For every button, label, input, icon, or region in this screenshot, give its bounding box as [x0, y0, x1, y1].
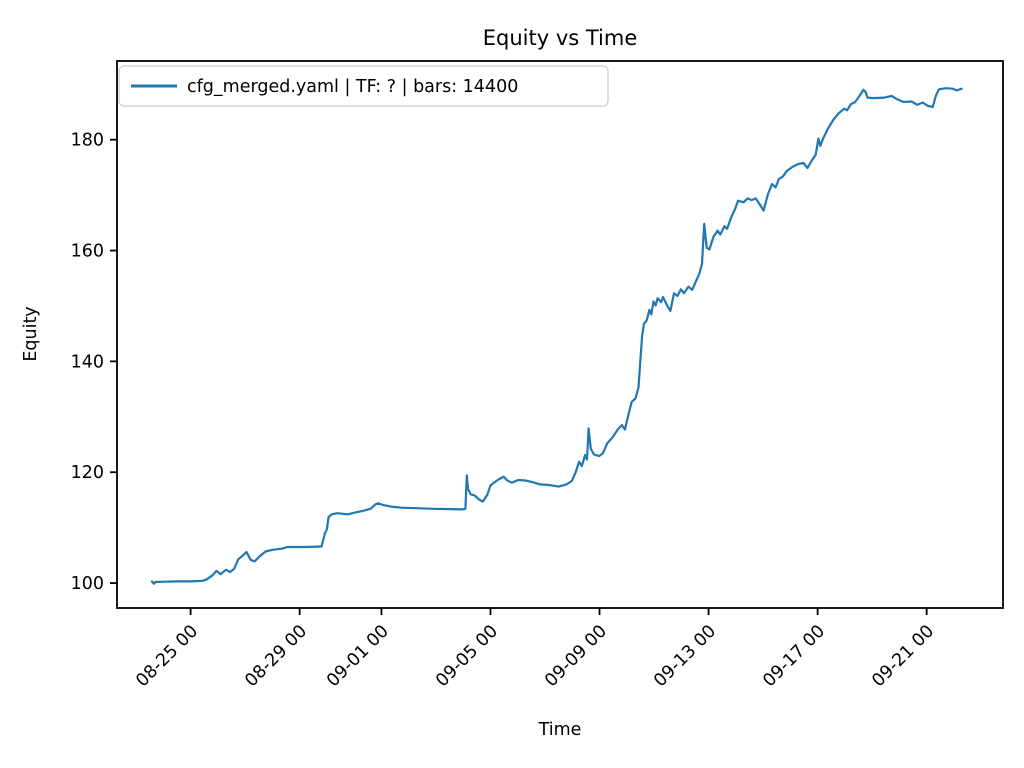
x-tick-label: 09-01 00 [323, 621, 393, 691]
equity-line-series [150, 87, 963, 585]
x-tick-label: 09-17 00 [759, 621, 829, 691]
legend-label: cfg_merged.yaml | TF: ? | bars: 14400 [187, 77, 518, 97]
y-tick-label: 140 [71, 352, 104, 372]
x-tick-label: 08-29 00 [241, 621, 311, 691]
x-axis-ticks: 08-25 00 08-29 00 09-01 00 09-05 00 09-09 00… [132, 608, 938, 691]
legend-box [118, 65, 609, 107]
x-tick-label: 09-21 00 [868, 621, 938, 691]
plot-frame [116, 60, 1004, 609]
y-tick-label: 160 [71, 242, 104, 262]
x-tick-label: 08-25 00 [132, 621, 202, 691]
y-axis-ticks: 100 120 140 160 180 [71, 131, 117, 594]
y-tick-label: 100 [71, 574, 104, 594]
y-tick-label: 120 [71, 463, 104, 483]
x-tick-label: 09-13 00 [650, 621, 720, 691]
x-tick-label: 09-05 00 [432, 621, 502, 691]
y-tick-label: 180 [71, 131, 104, 151]
chart-title: Equity vs Time [483, 26, 638, 50]
x-tick-label: 09-09 00 [541, 621, 611, 691]
legend: cfg_merged.yaml | TF: ? | bars: 14400 [118, 65, 609, 107]
x-axis-label: Time [538, 720, 582, 740]
y-axis-label: Equity [21, 306, 41, 361]
